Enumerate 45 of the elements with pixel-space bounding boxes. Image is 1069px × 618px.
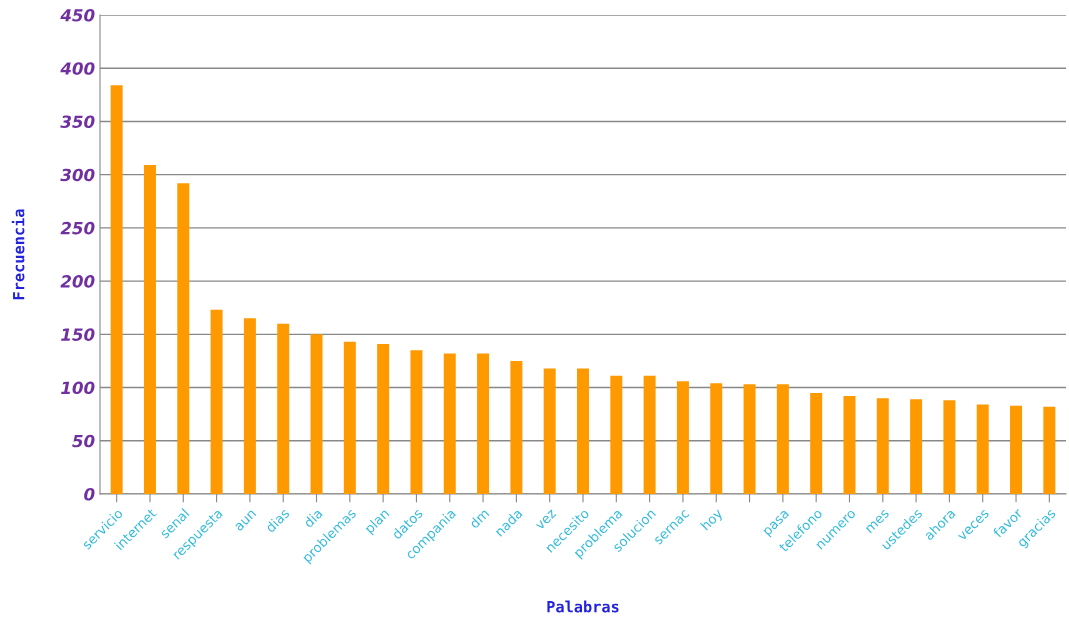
bar [410,350,423,494]
x-axis-title: Palabras [547,600,619,613]
x-tick-label: aun [234,509,257,532]
y-tick-label: 250 [60,221,95,235]
y-tick-label: 100 [61,381,95,395]
bar [243,318,256,494]
y-tick-label: 300 [60,168,95,182]
y-tick-label: 150 [61,328,95,341]
bar [943,400,956,494]
bar [876,398,889,494]
bar [1010,405,1023,494]
bar [477,353,490,494]
y-tick-label: 0 [84,487,95,501]
bar [776,384,789,494]
bar [543,368,556,494]
y-axis-title: Frecuencia [11,209,25,300]
x-tick-label: dias [264,507,290,533]
bar [610,375,623,494]
bar [177,183,190,494]
bar [676,381,689,494]
y-tick-label: 350 [60,115,95,129]
bar [343,341,356,494]
bar [110,85,123,494]
bar [143,165,156,494]
x-tick-label: dm [468,507,490,529]
y-tick-label: 200 [60,275,95,288]
bar [810,392,823,494]
bar [643,375,656,494]
bar [210,309,223,494]
y-tick-label: 450 [60,8,95,22]
bar [976,404,989,494]
bar [910,399,923,494]
bar [1043,406,1056,494]
bar [443,353,456,494]
bar [710,383,723,494]
x-tick-label: hoy [699,507,725,533]
y-tick-label: 400 [60,62,95,75]
bar [510,360,523,494]
bar [277,323,290,494]
bar [310,334,323,494]
bar [743,384,756,494]
bar [843,396,856,494]
bar [377,343,390,494]
y-tick-label: 50 [72,434,95,448]
bar [577,368,589,494]
